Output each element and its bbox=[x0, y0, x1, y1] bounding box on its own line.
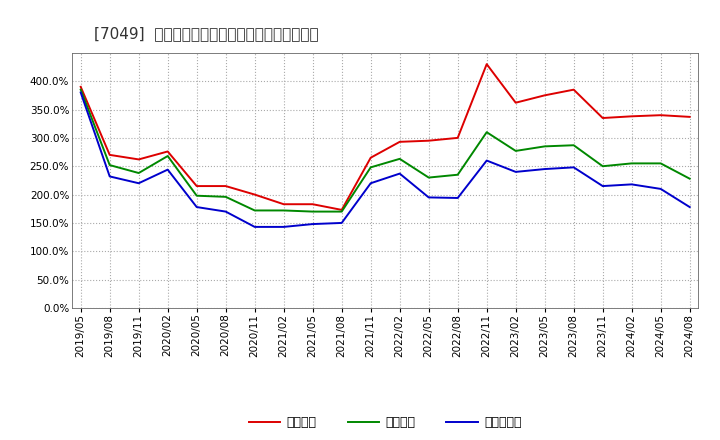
現頲金比率 bbox=[192, 205, 201, 210]
流動比率 bbox=[454, 135, 462, 140]
流動比率 bbox=[482, 62, 491, 67]
当座比率 bbox=[685, 176, 694, 181]
当座比率 bbox=[135, 170, 143, 176]
流動比率 bbox=[338, 207, 346, 213]
当座比率 bbox=[163, 154, 172, 159]
当座比率 bbox=[338, 209, 346, 214]
現頲金比率 bbox=[454, 195, 462, 201]
流動比率 bbox=[657, 113, 665, 118]
当座比率 bbox=[192, 193, 201, 198]
流動比率 bbox=[570, 87, 578, 92]
現頲金比率 bbox=[221, 209, 230, 214]
流動比率 bbox=[105, 152, 114, 158]
流動比率 bbox=[685, 114, 694, 120]
流動比率 bbox=[395, 139, 404, 144]
現頲金比率 bbox=[685, 205, 694, 210]
Legend: 流動比率, 当座比率, 現頲金比率: 流動比率, 当座比率, 現頲金比率 bbox=[244, 411, 526, 434]
当座比率 bbox=[511, 148, 520, 154]
現頲金比率 bbox=[135, 180, 143, 186]
当座比率 bbox=[570, 143, 578, 148]
当座比率 bbox=[251, 208, 259, 213]
流動比率 bbox=[163, 149, 172, 154]
Line: 流動比率: 流動比率 bbox=[81, 64, 690, 210]
現頲金比率 bbox=[541, 166, 549, 172]
現頲金比率 bbox=[511, 169, 520, 175]
当座比率 bbox=[454, 172, 462, 177]
流動比率 bbox=[279, 202, 288, 207]
流動比率 bbox=[192, 183, 201, 189]
流動比率 bbox=[76, 84, 85, 89]
現頲金比率 bbox=[163, 167, 172, 172]
現頲金比率 bbox=[308, 221, 317, 227]
現頲金比率 bbox=[482, 158, 491, 163]
当座比率 bbox=[308, 209, 317, 214]
流動比率 bbox=[627, 114, 636, 119]
流動比率 bbox=[308, 202, 317, 207]
現頲金比率 bbox=[338, 220, 346, 226]
現頲金比率 bbox=[105, 174, 114, 179]
流動比率 bbox=[541, 93, 549, 98]
当座比率 bbox=[541, 144, 549, 149]
現頲金比率 bbox=[570, 165, 578, 170]
当座比率 bbox=[627, 161, 636, 166]
現頲金比率 bbox=[366, 180, 375, 186]
流動比率 bbox=[424, 138, 433, 143]
流動比率 bbox=[511, 100, 520, 105]
現頲金比率 bbox=[627, 182, 636, 187]
現頲金比率 bbox=[424, 195, 433, 200]
Line: 当座比率: 当座比率 bbox=[81, 90, 690, 212]
当座比率 bbox=[105, 162, 114, 168]
現頲金比率 bbox=[657, 186, 665, 191]
当座比率 bbox=[366, 165, 375, 170]
Line: 現頲金比率: 現頲金比率 bbox=[81, 92, 690, 227]
流動比率 bbox=[251, 192, 259, 197]
流動比率 bbox=[366, 155, 375, 160]
Text: [7049]  流動比率、当座比率、現頲金比率の推移: [7049] 流動比率、当座比率、現頲金比率の推移 bbox=[94, 26, 318, 41]
現頲金比率 bbox=[76, 90, 85, 95]
当座比率 bbox=[598, 164, 607, 169]
当座比率 bbox=[482, 129, 491, 135]
現頲金比率 bbox=[251, 224, 259, 230]
現頲金比率 bbox=[395, 171, 404, 176]
現頲金比率 bbox=[598, 183, 607, 189]
流動比率 bbox=[221, 183, 230, 189]
現頲金比率 bbox=[279, 224, 288, 230]
当座比率 bbox=[657, 161, 665, 166]
当座比率 bbox=[395, 156, 404, 161]
当座比率 bbox=[221, 194, 230, 199]
当座比率 bbox=[424, 175, 433, 180]
当座比率 bbox=[76, 87, 85, 92]
流動比率 bbox=[135, 157, 143, 162]
流動比率 bbox=[598, 115, 607, 121]
当座比率 bbox=[279, 208, 288, 213]
